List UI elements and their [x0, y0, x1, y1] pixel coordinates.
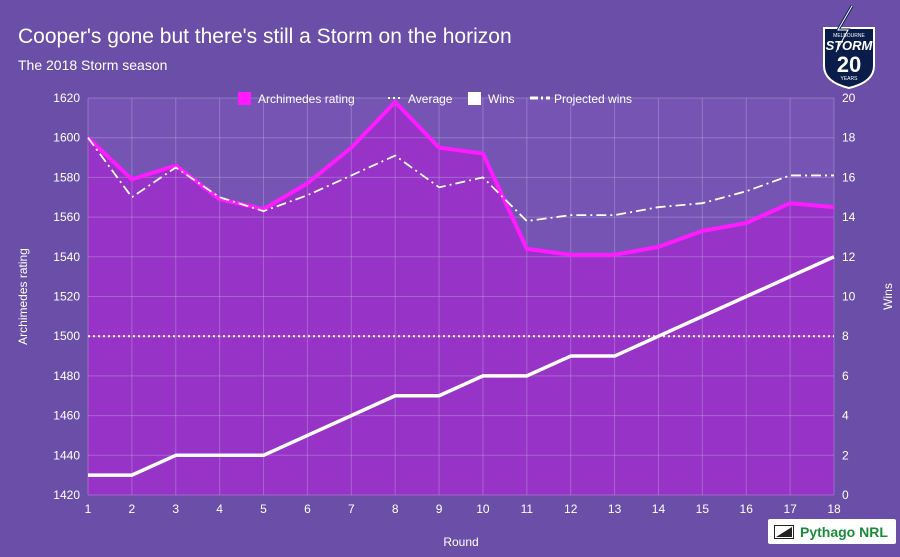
y-left-tick-label-8: 1580 — [53, 170, 80, 184]
x-tick-label-12: 13 — [608, 502, 622, 516]
y-right-tick-label-4: 8 — [842, 329, 849, 343]
y-right-tick-label-6: 12 — [842, 250, 856, 264]
x-tick-label-6: 7 — [348, 502, 355, 516]
y-left-tick-label-0: 1420 — [53, 488, 80, 502]
x-tick-label-15: 16 — [740, 502, 754, 516]
x-tick-label-5: 6 — [304, 502, 311, 516]
x-tick-label-14: 15 — [696, 502, 710, 516]
y-right-tick-label-8: 16 — [842, 170, 856, 184]
logo-main-text: STORM — [826, 38, 874, 53]
x-tick-label-4: 5 — [260, 502, 267, 516]
y-right-tick-label-1: 2 — [842, 448, 849, 462]
legend-label-1: Average — [408, 92, 453, 106]
y-left-tick-label-9: 1600 — [53, 131, 80, 145]
pythago-triangle-icon — [774, 524, 794, 539]
series-line-archimedes-rating — [86, 99, 835, 257]
chart-title: Cooper's gone but there's still a Storm … — [18, 25, 512, 48]
legend-label-0: Archimedes rating — [258, 92, 355, 106]
x-axis-title: Round — [443, 535, 478, 549]
y-left-tick-label-4: 1500 — [53, 329, 80, 343]
y-right-tick-label-2: 4 — [842, 409, 849, 423]
rating-area-fill — [88, 101, 834, 495]
x-tick-label-9: 10 — [476, 502, 490, 516]
y-left-tick-label-3: 1480 — [53, 369, 80, 383]
x-tick-label-11: 12 — [564, 502, 578, 516]
legend-label-3: Projected wins — [554, 92, 632, 106]
x-tick-label-3: 4 — [216, 502, 223, 516]
x-tick-label-2: 3 — [172, 502, 179, 516]
x-tick-label-8: 9 — [436, 502, 443, 516]
logo-top-text: MELBOURNE — [833, 33, 865, 39]
legend-swatch-2 — [468, 92, 481, 105]
series-line-wins — [88, 255, 835, 477]
y-right-tick-label-3: 6 — [842, 369, 849, 383]
x-tick-label-16: 17 — [783, 502, 797, 516]
source-badge: Pythago NRL — [768, 519, 896, 544]
logo-bottom-text: YEARS — [841, 76, 859, 82]
x-tick-label-0: 1 — [85, 502, 92, 516]
y-left-tick-label-7: 1560 — [53, 210, 80, 224]
y-right-tick-label-5: 10 — [842, 290, 856, 304]
y-left-tick-label-6: 1540 — [53, 250, 80, 264]
y-left-tick-label-2: 1460 — [53, 409, 80, 423]
y-right-tick-label-9: 18 — [842, 131, 856, 145]
x-tick-label-7: 8 — [392, 502, 399, 516]
x-tick-label-17: 18 — [827, 502, 841, 516]
x-tick-label-1: 2 — [129, 502, 136, 516]
y-left-axis-title: Archimedes rating — [16, 248, 30, 345]
y-left-tick-label-10: 1620 — [53, 91, 80, 105]
x-tick-label-10: 11 — [521, 502, 534, 516]
source-badge-text: Pythago NRL — [800, 523, 888, 540]
x-tick-label-13: 14 — [652, 502, 666, 516]
logo-number: 20 — [837, 52, 861, 77]
legend-label-2: Wins — [488, 92, 515, 106]
y-right-tick-label-10: 20 — [842, 91, 856, 105]
y-right-axis-title: Wins — [881, 283, 895, 310]
chart-subtitle: The 2018 Storm season — [18, 57, 168, 73]
legend-swatch-0 — [238, 92, 251, 105]
y-right-tick-label-0: 0 — [842, 488, 849, 502]
y-right-tick-label-7: 14 — [842, 210, 856, 224]
y-left-tick-label-5: 1520 — [53, 290, 80, 304]
series-line-projected-wins — [87, 137, 834, 223]
y-left-tick-label-1: 1440 — [53, 448, 80, 462]
storm-logo: MELBOURNE STORM 20 YEARS — [823, 5, 875, 90]
